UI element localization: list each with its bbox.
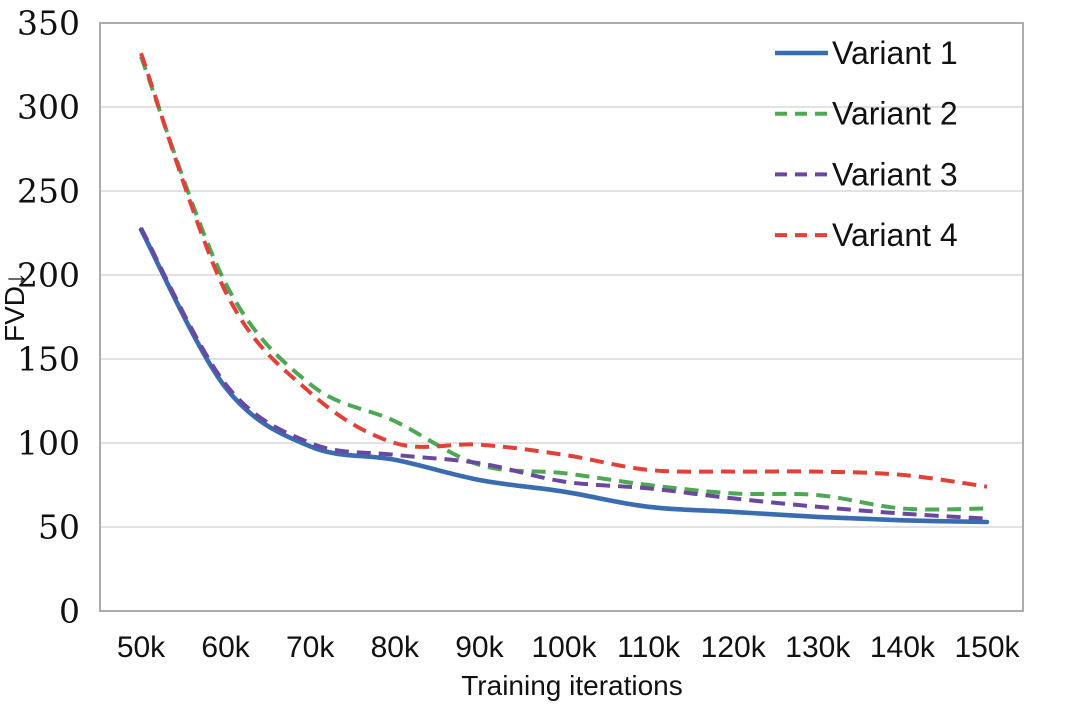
series-line-variant-1 [138,227,990,525]
x-axis-title: Training iterations [461,670,683,701]
legend-label: Variant 3 [832,156,958,192]
x-tick-label-120k: 120k [701,631,767,664]
y-tick-label-250: 250 [17,172,80,211]
y-tick-label-200: 200 [17,256,80,295]
legend-item-1: Variant 1 [775,35,958,71]
legend-item-2: Variant 2 [775,96,958,132]
y-tick-label-0: 0 [59,592,80,631]
x-tick-label-140k: 140k [870,631,936,664]
y-axis-title: FVD↓ [0,272,30,342]
y-tick-label-50: 50 [38,508,80,547]
legend-item-3: Variant 3 [775,156,958,192]
y-tick-label-350: 350 [17,4,80,43]
x-tick-label-150k: 150k [954,631,1020,664]
plot-border [99,22,1024,612]
x-tick-label-70k: 70k [286,631,335,664]
legend-item-4: Variant 4 [775,217,958,253]
legend-label: Variant 4 [832,217,958,253]
y-tick-label-300: 300 [17,88,80,127]
x-tick-label-110k: 110k [617,631,681,664]
x-tick-label-50k: 50k [117,631,166,664]
y-tick-label-100: 100 [17,424,80,463]
series-layer [138,52,990,525]
legend: Variant 1 Variant 2 Variant 3 Variant 4 [775,35,958,253]
tick-labels-layer: 0 50 100 150 200 250 300 350 50k 60k 70k 80k 90k 100k… [17,4,1021,664]
x-tick-label-80k: 80k [371,631,420,664]
x-tick-label-130k: 130k [785,631,851,664]
series-line-variant-2 [139,55,988,512]
legend-label: Variant 2 [832,96,958,132]
gridlines [100,106,1023,528]
legend-label: Variant 1 [832,35,958,71]
plot-border-layer [99,22,1024,612]
x-tick-label-100k: 100k [531,631,597,664]
y-tick-label-150: 150 [17,340,80,379]
series-line-variant-4 [139,52,988,489]
x-tick-label-90k: 90k [455,631,504,664]
x-tick-label-60k: 60k [201,631,250,664]
